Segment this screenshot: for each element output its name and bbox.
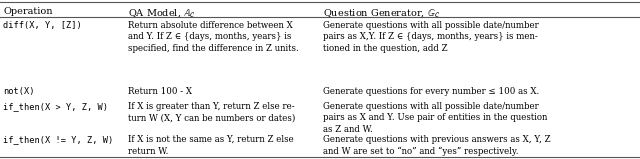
Text: not(X): not(X) [3, 87, 35, 96]
Text: If X is not the same as Y, return Z else
return W.: If X is not the same as Y, return Z else… [128, 135, 294, 156]
Text: Operation: Operation [3, 7, 52, 16]
Text: Generate questions with previous answers as X, Y, Z
and W are set to “no” and “y: Generate questions with previous answers… [323, 135, 551, 156]
Text: diff(X, Y, [Z]): diff(X, Y, [Z]) [3, 21, 82, 30]
Text: Return 100 - X: Return 100 - X [128, 87, 192, 96]
Text: if_then(X != Y, Z, W): if_then(X != Y, Z, W) [3, 135, 113, 144]
Text: QA Model, $\mathbb{A}_\mathcal{C}$: QA Model, $\mathbb{A}_\mathcal{C}$ [128, 7, 196, 20]
Text: if_then(X > Y, Z, W): if_then(X > Y, Z, W) [3, 102, 108, 111]
Text: Generate questions with all possible date/number
pairs as X and Y. Use pair of e: Generate questions with all possible dat… [323, 102, 548, 134]
Text: Return absolute difference between X
and Y. If Z ∈ {days, months, years} is
spec: Return absolute difference between X and… [128, 21, 299, 53]
Text: Generate questions for every number ≤ 100 as X.: Generate questions for every number ≤ 10… [323, 87, 540, 96]
Text: If X is greater than Y, return Z else re-
turn W (X, Y can be numbers or dates): If X is greater than Y, return Z else re… [128, 102, 296, 122]
Text: Generate questions with all possible date/number
pairs as X,Y. If Z ∈ {days, mon: Generate questions with all possible dat… [323, 21, 539, 53]
Text: Question Generator, $\mathbb{G}_\mathcal{C}$: Question Generator, $\mathbb{G}_\mathcal… [323, 7, 440, 20]
